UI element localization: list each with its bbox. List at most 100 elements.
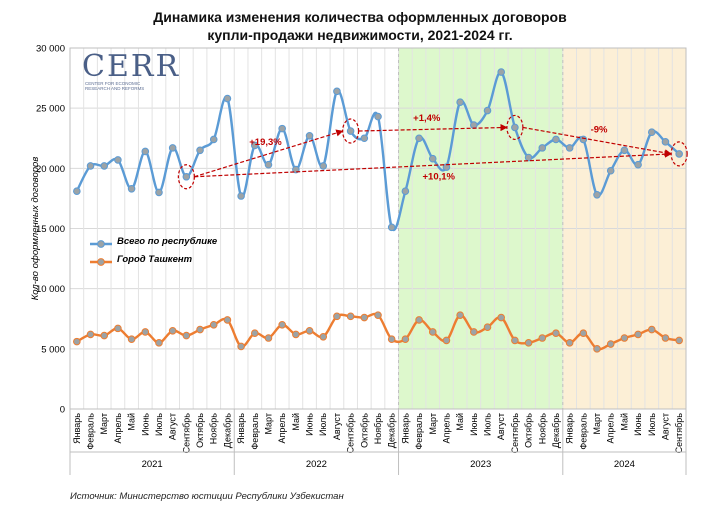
data-point-republic bbox=[565, 144, 574, 152]
growth-arrow bbox=[194, 150, 672, 178]
data-point-republic bbox=[620, 146, 629, 155]
data-point-republic bbox=[86, 162, 95, 170]
x-tick-label: Февраль bbox=[578, 413, 588, 450]
x-year-label: 2023 bbox=[470, 459, 491, 470]
y-tick-label: 5 000 bbox=[41, 344, 65, 355]
data-point-tashkent bbox=[264, 334, 273, 342]
x-tick-label: Август bbox=[168, 413, 178, 440]
data-point-republic bbox=[634, 160, 642, 169]
x-tick-label: Май bbox=[455, 413, 465, 431]
x-tick-label: Сентябрь bbox=[346, 413, 356, 454]
x-year-label: 2022 bbox=[306, 459, 327, 470]
x-tick-label: Ноябрь bbox=[373, 413, 383, 445]
data-point-republic bbox=[428, 154, 437, 163]
x-tick-label: Март bbox=[428, 413, 438, 435]
data-point-republic bbox=[292, 165, 300, 174]
data-point-republic bbox=[114, 156, 122, 164]
data-point-republic bbox=[182, 172, 191, 181]
x-tick-label: Апрель bbox=[606, 413, 616, 444]
x-tick-label: Ноябрь bbox=[209, 413, 219, 445]
x-tick-label: Июль bbox=[154, 413, 164, 436]
data-point-republic bbox=[442, 163, 451, 171]
data-point-tashkent bbox=[333, 312, 341, 321]
data-point-republic bbox=[552, 135, 560, 144]
data-point-tashkent bbox=[223, 316, 232, 324]
x-tick-label: Декабрь bbox=[387, 413, 397, 448]
data-point-tashkent bbox=[620, 334, 629, 342]
x-tick-label: Август bbox=[496, 413, 506, 440]
x-tick-label: Январь bbox=[565, 413, 575, 444]
data-point-tashkent bbox=[511, 336, 519, 345]
x-tick-label: Сентябрь bbox=[674, 413, 684, 454]
data-point-republic bbox=[538, 144, 547, 152]
data-point-republic bbox=[141, 147, 150, 156]
data-point-republic bbox=[497, 68, 506, 76]
data-point-republic bbox=[196, 146, 204, 155]
x-tick-label: Июнь bbox=[140, 413, 150, 436]
data-point-republic bbox=[661, 138, 670, 146]
data-point-republic bbox=[524, 153, 533, 162]
data-point-tashkent bbox=[209, 320, 218, 329]
growth-arrow bbox=[522, 126, 672, 157]
data-point-tashkent bbox=[251, 329, 259, 337]
x-tick-label: Апрель bbox=[441, 413, 451, 444]
data-point-republic bbox=[264, 160, 273, 169]
legend-label-republic: Всего по республике bbox=[117, 236, 218, 247]
data-point-republic bbox=[209, 135, 218, 144]
growth-label: +19,3% bbox=[249, 137, 282, 148]
data-point-tashkent bbox=[470, 328, 478, 336]
data-point-republic bbox=[387, 223, 396, 232]
data-point-tashkent bbox=[114, 324, 122, 333]
data-point-tashkent bbox=[305, 326, 314, 335]
data-point-republic bbox=[251, 141, 259, 150]
x-tick-label: Октябрь bbox=[524, 413, 534, 448]
x-tick-label: Ноябрь bbox=[537, 413, 547, 445]
data-point-republic bbox=[168, 144, 177, 152]
data-point-tashkent bbox=[579, 329, 588, 337]
data-point-tashkent bbox=[182, 331, 191, 340]
data-point-republic bbox=[456, 98, 464, 106]
x-tick-label: Март bbox=[263, 413, 273, 435]
data-point-tashkent bbox=[593, 345, 601, 353]
data-point-tashkent bbox=[387, 335, 396, 344]
logo-subtitle-line: RESEARCH AND REFORMS bbox=[85, 86, 145, 91]
y-tick-label: 15 000 bbox=[36, 224, 65, 235]
data-point-tashkent bbox=[456, 311, 464, 319]
data-point-tashkent bbox=[483, 323, 492, 331]
x-tick-label: Февраль bbox=[86, 413, 96, 450]
growth-arrow bbox=[194, 129, 344, 178]
x-tick-label: Май bbox=[291, 413, 301, 431]
chart-title-line-2: купли-продажи недвижимости, 2021-2024 гг… bbox=[207, 27, 513, 43]
x-year-label: 2021 bbox=[142, 459, 163, 470]
x-tick-label: Июль bbox=[647, 413, 657, 436]
y-tick-label: 0 bbox=[60, 405, 65, 416]
data-point-tashkent bbox=[442, 336, 451, 345]
data-point-republic bbox=[647, 128, 656, 137]
logo-subtitle: CENTER FOR ECONOMIC RESEARCH AND REFORMS bbox=[85, 81, 165, 91]
data-point-tashkent bbox=[278, 320, 286, 329]
x-tick-label: Сентябрь bbox=[510, 413, 520, 454]
x-tick-label: Март bbox=[99, 413, 109, 435]
data-point-tashkent bbox=[319, 333, 328, 341]
data-point-republic bbox=[593, 191, 601, 199]
x-tick-label: Май bbox=[619, 413, 629, 431]
x-tick-label: Март bbox=[592, 413, 602, 435]
data-point-tashkent bbox=[675, 336, 683, 345]
y-axis-label: Кол-во оформленных договоров bbox=[30, 157, 41, 301]
growth-label: +10,1% bbox=[423, 171, 456, 182]
data-point-tashkent bbox=[100, 331, 109, 340]
data-point-republic bbox=[73, 187, 81, 195]
data-point-tashkent bbox=[552, 329, 560, 337]
data-point-republic bbox=[223, 94, 232, 103]
y-tick-label: 10 000 bbox=[36, 284, 65, 295]
data-point-republic bbox=[346, 127, 355, 135]
cerr-logo: CERR CENTER FOR ECONOMIC RESEARCH AND RE… bbox=[82, 49, 178, 95]
data-point-republic bbox=[401, 187, 410, 195]
data-point-republic bbox=[606, 166, 615, 175]
data-point-republic bbox=[360, 134, 369, 143]
x-tick-label: Июнь bbox=[469, 413, 479, 436]
x-tick-label: Январь bbox=[400, 413, 410, 444]
x-tick-label: Апрель bbox=[277, 413, 287, 444]
x-tick-label: Август bbox=[332, 413, 342, 440]
x-tick-label: Февраль bbox=[250, 413, 260, 450]
